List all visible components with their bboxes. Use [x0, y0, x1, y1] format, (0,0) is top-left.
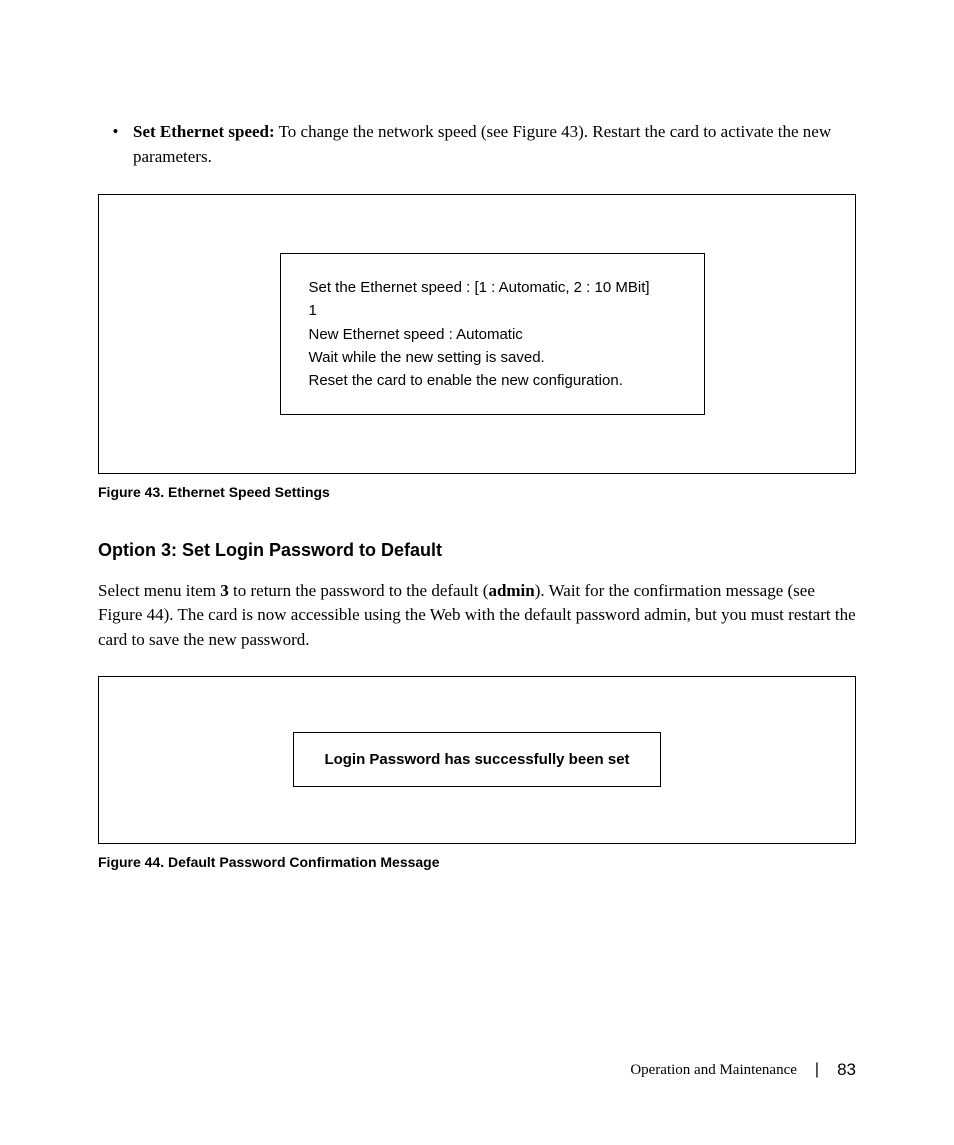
figure-44-outer-box: Login Password has successfully been set [98, 676, 856, 844]
body-bold-2: admin [488, 581, 534, 600]
bullet-lead: Set Ethernet speed: [133, 122, 275, 141]
document-page: • Set Ethernet speed: To change the netw… [0, 0, 954, 1145]
figure-44-message: Login Password has successfully been set [293, 732, 660, 787]
body-pre: Select menu item [98, 581, 220, 600]
body-bold-1: 3 [220, 581, 229, 600]
section-heading: Option 3: Set Login Password to Default [98, 540, 856, 561]
body-mid: to return the password to the default ( [229, 581, 489, 600]
bullet-text: Set Ethernet speed: To change the networ… [133, 120, 856, 169]
figure-43-line-4: Reset the card to enable the new configu… [309, 369, 676, 392]
figure-43-caption: Figure 43. Ethernet Speed Settings [98, 484, 856, 500]
figure-43-line-2: New Ethernet speed : Automatic [309, 323, 676, 346]
footer-page-number: 83 [837, 1060, 856, 1080]
figure-44-caption: Figure 44. Default Password Confirmation… [98, 854, 856, 870]
figure-43-outer-box: Set the Ethernet speed : [1 : Automatic,… [98, 194, 856, 474]
figure-43-line-1: 1 [309, 299, 676, 322]
bullet-item: • Set Ethernet speed: To change the netw… [98, 120, 856, 169]
bullet-symbol: • [98, 120, 133, 169]
figure-43-inner-box: Set the Ethernet speed : [1 : Automatic,… [280, 253, 705, 415]
footer-separator: | [815, 1061, 819, 1079]
figure-43-line-0: Set the Ethernet speed : [1 : Automatic,… [309, 276, 676, 299]
footer-section: Operation and Maintenance [630, 1062, 797, 1079]
section-body: Select menu item 3 to return the passwor… [98, 579, 856, 651]
page-footer: Operation and Maintenance | 83 [630, 1060, 856, 1080]
figure-43-line-3: Wait while the new setting is saved. [309, 346, 676, 369]
